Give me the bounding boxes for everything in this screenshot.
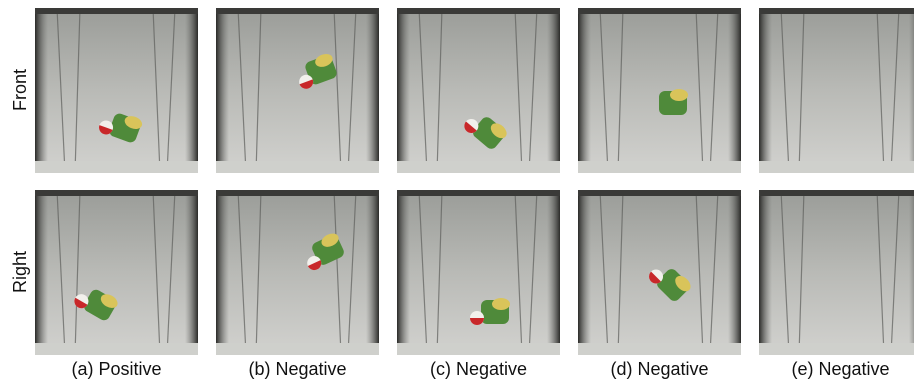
figure: Front Right (a) Positive (b) Negative (c) …: [0, 0, 914, 381]
robot-object: [659, 89, 688, 115]
row-label: Front: [10, 69, 30, 111]
photo: [397, 190, 560, 355]
floor: [578, 161, 741, 173]
photo: [759, 8, 914, 173]
cap: [492, 298, 510, 310]
figure-canvas: Front Right (a) Positive (b) Negative (c) …: [0, 0, 914, 381]
caption: (b) Negative: [248, 359, 346, 379]
floor: [397, 343, 560, 355]
cap: [670, 89, 688, 101]
photo: [578, 8, 741, 173]
frame-top: [759, 190, 914, 196]
frame-top: [35, 190, 198, 196]
floor: [759, 161, 914, 173]
frame-top: [397, 8, 560, 14]
frame-top: [35, 8, 198, 14]
floor: [35, 161, 198, 173]
row-label: Right: [10, 251, 30, 293]
photo: [35, 190, 198, 355]
photo: [216, 190, 379, 355]
frame-top: [397, 190, 560, 196]
photo: [759, 190, 914, 355]
caption: (a) Positive: [71, 359, 161, 379]
floor: [35, 343, 198, 355]
floor: [578, 343, 741, 355]
floor: [759, 343, 914, 355]
frame-top: [216, 190, 379, 196]
caption: (e) Negative: [791, 359, 889, 379]
frame-top: [759, 8, 914, 14]
floor: [216, 161, 379, 173]
floor: [397, 161, 560, 173]
floor: [216, 343, 379, 355]
frame-top: [578, 8, 741, 14]
photo: [397, 8, 560, 173]
photo: [578, 190, 741, 355]
photo: [35, 8, 198, 173]
frame-top: [578, 190, 741, 196]
photo: [216, 8, 379, 173]
caption: (c) Negative: [430, 359, 527, 379]
caption: (d) Negative: [610, 359, 708, 379]
frame-top: [216, 8, 379, 14]
